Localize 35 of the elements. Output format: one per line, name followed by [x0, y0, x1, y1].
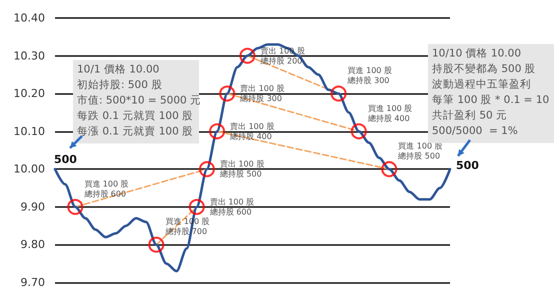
annotation: 10/10 價格 10.00 [432, 48, 521, 60]
point [381, 161, 398, 178]
annotation: 500 [54, 153, 78, 166]
annotation: 共計盈利 50 元 [432, 108, 508, 122]
point [67, 198, 84, 215]
point [209, 123, 226, 140]
point [188, 198, 205, 215]
data-label: 買進 100 股總持股 300 [346, 66, 392, 86]
annotation: 初始持股: 500 股 [77, 78, 162, 91]
annotation: 10/1 價格 10.00 [77, 64, 160, 76]
y-tick-label: 10.30 [14, 49, 45, 62]
y-tick-label: 9.70 [20, 276, 45, 288]
point [350, 123, 367, 140]
point [219, 86, 236, 102]
annotation: 500/5000 = 1% [432, 125, 518, 137]
y-tick-label: 10.10 [14, 124, 45, 138]
y-tick-label: 9.80 [20, 238, 45, 252]
y-tick-label: 10.00 [14, 162, 45, 176]
data-label: 賣出 100 股總持股 500 [218, 160, 264, 179]
data-label: 賣出 100 股總持股 600 [208, 197, 254, 216]
annotation: 市值: 500*10 = 5000 元 [77, 94, 202, 106]
annotation: 每漲 0.1 元就賣 100 股 [77, 124, 194, 138]
data-label: 買進 100 股總持股 400 [366, 104, 412, 123]
point [148, 236, 164, 253]
annotation: 波動過程中五筆盈利 [432, 78, 531, 90]
point [198, 161, 215, 178]
y-tick-label: 9.90 [20, 200, 45, 214]
annotation: 每跌 0.1 元就買 100 股 [77, 109, 194, 122]
annotation: 每筆 100 股 * 0.1 = 10 [432, 94, 550, 106]
annotation: 持股不變都為 500 股 [432, 62, 536, 75]
point [239, 48, 256, 64]
point [330, 86, 347, 102]
text: 500 [456, 159, 480, 172]
y-tick-label: 10.20 [14, 87, 45, 100]
y-tick-label: 10.40 [14, 12, 45, 24]
